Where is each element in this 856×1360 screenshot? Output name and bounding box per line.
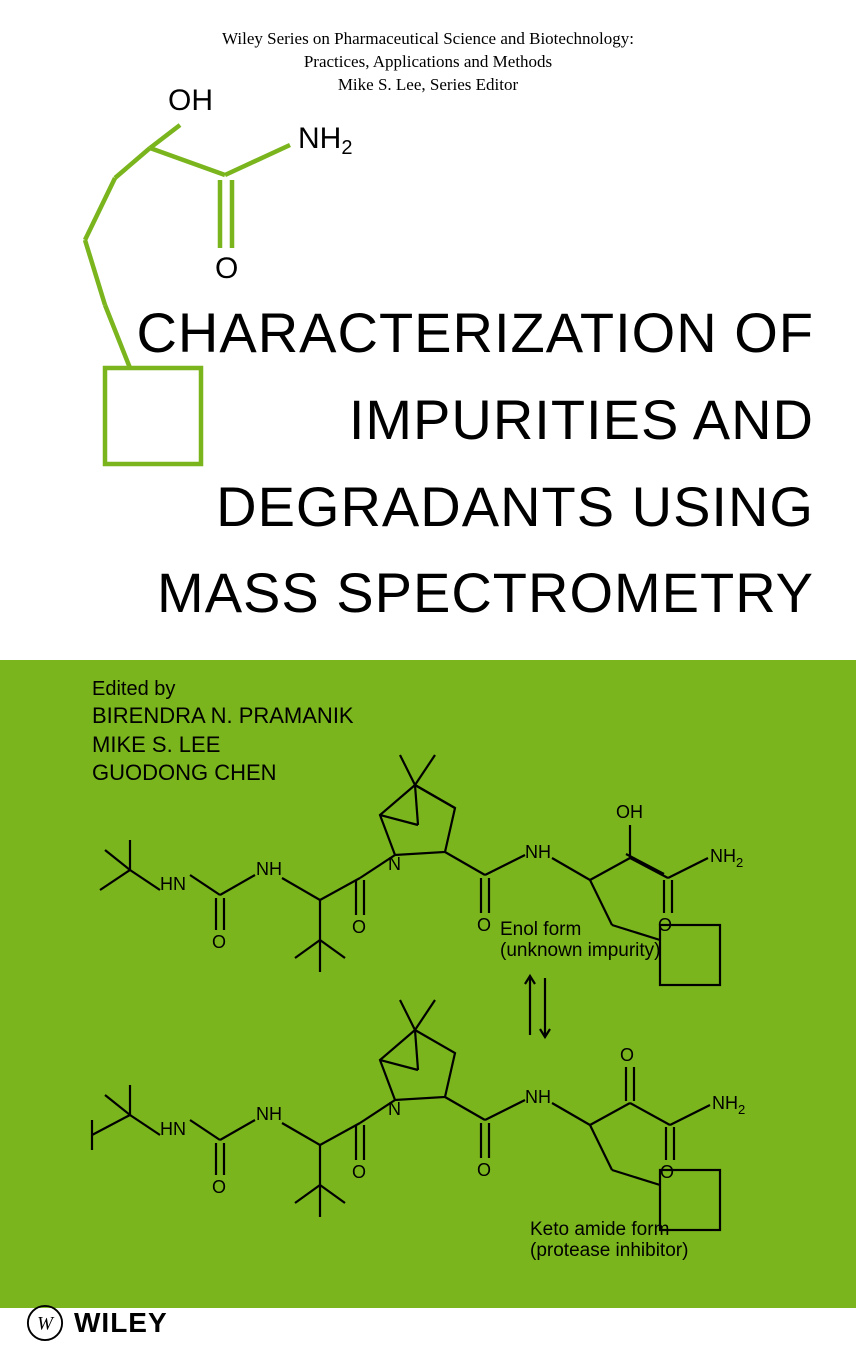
label-o: O: [215, 252, 238, 285]
keto-line-1: Keto amide form: [530, 1220, 688, 1241]
enol-line-1: Enol form: [500, 920, 661, 941]
title-line-2: Impurities and: [0, 377, 814, 464]
svg-text:N: N: [388, 1099, 401, 1119]
label-oh: OH: [168, 84, 213, 117]
svg-text:O: O: [477, 915, 491, 935]
svg-text:NH: NH: [525, 1087, 551, 1107]
title-line-3: Degradants Using: [0, 464, 814, 551]
svg-text:NH: NH: [256, 1104, 282, 1124]
label-nh2: NH2: [298, 122, 352, 159]
green-panel: Edited by BIRENDRA N. PRAMANIK MIKE S. L…: [0, 660, 856, 1308]
title-line-1: Characterization of: [0, 290, 814, 377]
book-title: Characterization of Impurities and Degra…: [0, 290, 856, 637]
svg-text:O: O: [352, 1162, 366, 1182]
enol-line-2: (unknown impurity): [500, 941, 661, 962]
publisher-name: WILEY: [74, 1307, 168, 1339]
svg-text:HN: HN: [160, 874, 186, 894]
edited-by-label: Edited by: [92, 676, 354, 702]
svg-text:NH: NH: [525, 842, 551, 862]
svg-text:O: O: [352, 917, 366, 937]
svg-text:NH: NH: [256, 859, 282, 879]
enol-annotation: Enol form (unknown impurity): [500, 920, 661, 962]
svg-text:HN: HN: [160, 1119, 186, 1139]
publisher-logo: W WILEY: [26, 1304, 168, 1342]
title-line-4: Mass Spectrometry: [0, 550, 814, 637]
main-chemical-diagram: HN O NH O N O NH OH O NH2 HN O NH O N O …: [60, 730, 820, 1290]
svg-text:OH: OH: [616, 802, 643, 822]
svg-text:W: W: [37, 1314, 55, 1335]
svg-text:O: O: [477, 1160, 491, 1180]
svg-text:O: O: [212, 932, 226, 952]
svg-text:NH2: NH2: [710, 846, 743, 870]
svg-text:O: O: [660, 1162, 674, 1182]
svg-text:O: O: [212, 1177, 226, 1197]
svg-text:O: O: [620, 1045, 634, 1065]
wiley-mark-icon: W: [26, 1304, 64, 1342]
svg-text:N: N: [388, 854, 401, 874]
keto-line-2: (protease inhibitor): [530, 1241, 688, 1262]
series-line-1: Wiley Series on Pharmaceutical Science a…: [0, 28, 856, 51]
keto-annotation: Keto amide form (protease inhibitor): [530, 1220, 688, 1262]
editor-1: BIRENDRA N. PRAMANIK: [92, 702, 354, 731]
svg-text:NH2: NH2: [712, 1093, 745, 1117]
